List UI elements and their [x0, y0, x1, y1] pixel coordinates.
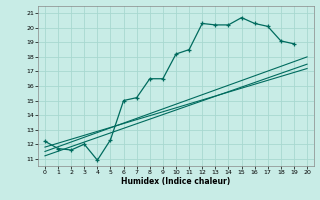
X-axis label: Humidex (Indice chaleur): Humidex (Indice chaleur)	[121, 177, 231, 186]
